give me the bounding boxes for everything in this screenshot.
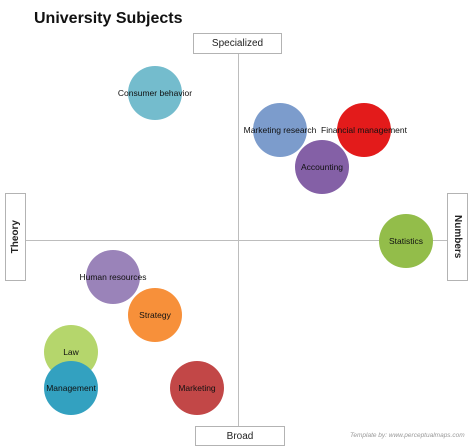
subject-label: Consumer behavior bbox=[117, 88, 193, 98]
subject-label: Law bbox=[63, 347, 79, 357]
subject-label: Marketing bbox=[178, 383, 216, 393]
subject-bubble bbox=[44, 361, 98, 415]
template-credit: Template by: www.perceptualmaps.com bbox=[350, 432, 465, 439]
chart-title: University Subjects bbox=[34, 10, 183, 27]
axis-label-left: Theory bbox=[5, 193, 26, 281]
axis-label-bottom: Broad bbox=[195, 426, 285, 446]
axis-label-right: Numbers bbox=[447, 193, 468, 281]
axis-label-left-text: Theory bbox=[10, 220, 21, 254]
axis-label-right-text: Numbers bbox=[452, 215, 463, 259]
subject-label: Statistics bbox=[388, 236, 424, 246]
horizontal-axis-line bbox=[26, 240, 448, 241]
subject-label: Financial management bbox=[321, 125, 407, 135]
subject-label: Management bbox=[46, 383, 96, 393]
vertical-axis-line bbox=[238, 52, 239, 430]
subject-label: Marketing research bbox=[243, 125, 317, 135]
subject-bubble bbox=[128, 66, 182, 120]
subject-bubble bbox=[295, 140, 349, 194]
subject-bubble bbox=[170, 361, 224, 415]
subject-bubble bbox=[337, 103, 391, 157]
subject-bubble bbox=[86, 250, 140, 304]
subject-label: Strategy bbox=[139, 310, 171, 320]
axis-label-top-text: Specialized bbox=[211, 38, 264, 49]
subject-label: Human resources bbox=[79, 272, 147, 282]
axis-label-bottom-text: Broad bbox=[226, 430, 254, 442]
subject-bubble bbox=[253, 103, 307, 157]
subject-label: Accounting bbox=[300, 162, 344, 172]
axis-label-top: Specialized bbox=[193, 33, 282, 54]
subject-bubble bbox=[379, 214, 433, 268]
subject-bubble bbox=[128, 288, 182, 342]
